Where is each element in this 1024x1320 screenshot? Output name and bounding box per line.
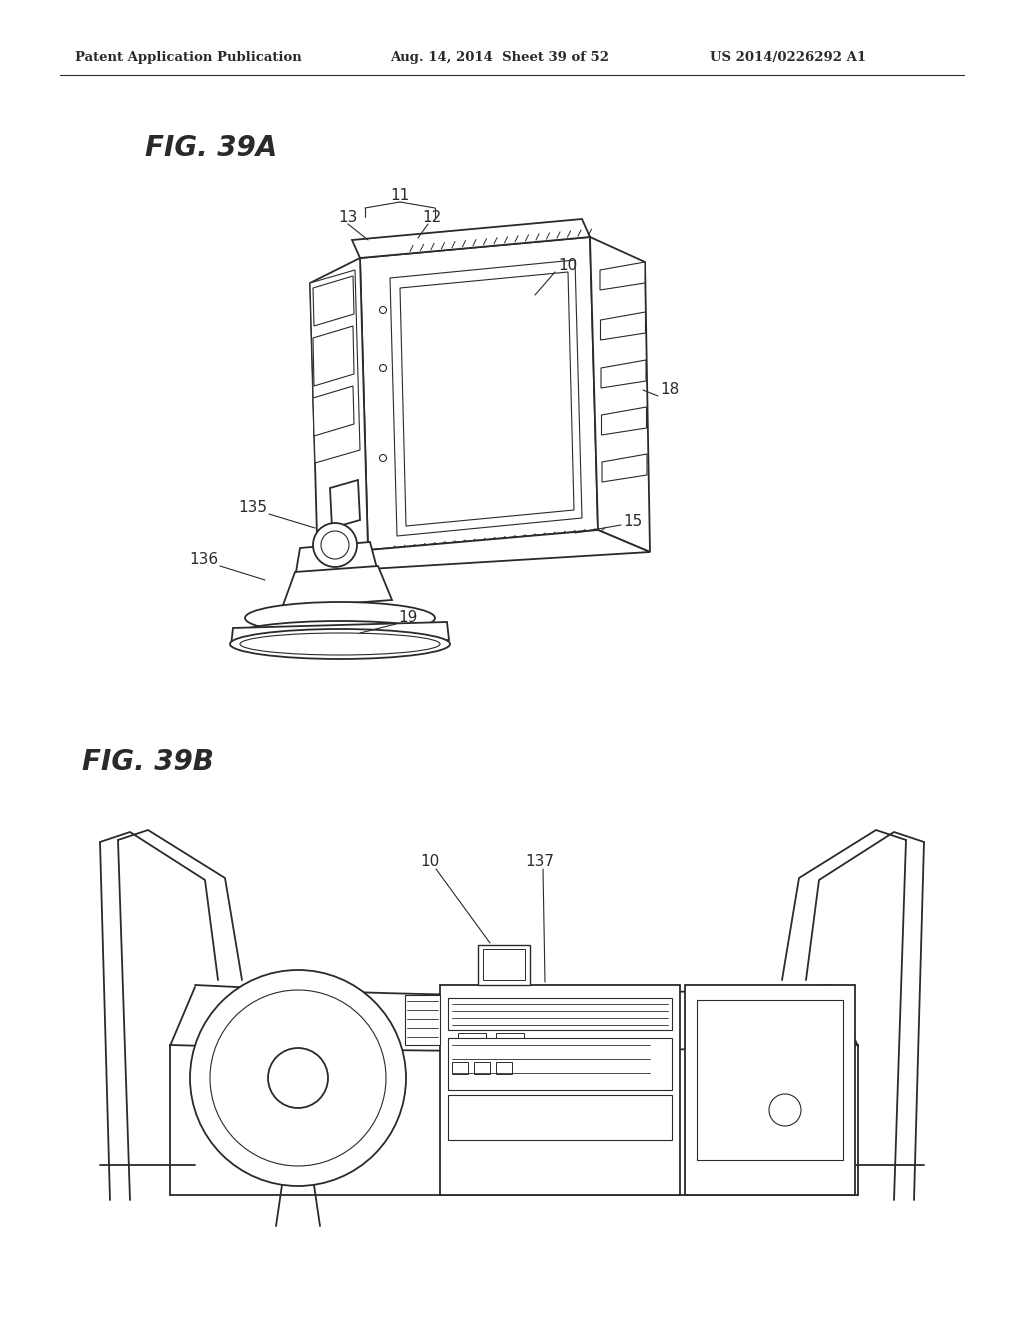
Text: 12: 12 bbox=[422, 210, 441, 226]
Text: FIG. 39A: FIG. 39A bbox=[145, 135, 278, 162]
Circle shape bbox=[210, 990, 386, 1166]
Text: 10: 10 bbox=[558, 257, 578, 272]
Polygon shape bbox=[449, 1038, 672, 1090]
Ellipse shape bbox=[230, 630, 450, 659]
Polygon shape bbox=[601, 360, 646, 388]
Polygon shape bbox=[483, 949, 525, 979]
Polygon shape bbox=[602, 454, 647, 482]
Polygon shape bbox=[295, 543, 378, 578]
Polygon shape bbox=[319, 531, 650, 572]
Polygon shape bbox=[590, 238, 650, 552]
Polygon shape bbox=[231, 622, 449, 645]
Text: FIG. 39B: FIG. 39B bbox=[82, 748, 214, 776]
Text: 18: 18 bbox=[660, 383, 679, 397]
Polygon shape bbox=[282, 566, 392, 609]
Polygon shape bbox=[360, 238, 598, 550]
Polygon shape bbox=[406, 995, 440, 1045]
Text: 136: 136 bbox=[188, 553, 218, 568]
Circle shape bbox=[380, 306, 386, 314]
Polygon shape bbox=[449, 998, 672, 1030]
Polygon shape bbox=[478, 945, 530, 985]
Circle shape bbox=[313, 523, 357, 568]
Polygon shape bbox=[600, 261, 645, 290]
Polygon shape bbox=[352, 219, 590, 257]
Polygon shape bbox=[449, 1096, 672, 1140]
Text: 135: 135 bbox=[238, 500, 267, 516]
Polygon shape bbox=[697, 1001, 843, 1160]
Circle shape bbox=[380, 454, 386, 462]
Text: Aug. 14, 2014  Sheet 39 of 52: Aug. 14, 2014 Sheet 39 of 52 bbox=[390, 51, 609, 65]
Polygon shape bbox=[313, 276, 354, 326]
Polygon shape bbox=[313, 326, 354, 385]
Polygon shape bbox=[310, 257, 368, 572]
Text: 10: 10 bbox=[421, 854, 439, 870]
Polygon shape bbox=[330, 480, 360, 528]
Text: US 2014/0226292 A1: US 2014/0226292 A1 bbox=[710, 51, 866, 65]
Polygon shape bbox=[400, 272, 574, 525]
Circle shape bbox=[268, 1048, 328, 1107]
Text: Patent Application Publication: Patent Application Publication bbox=[75, 51, 302, 65]
Ellipse shape bbox=[234, 620, 445, 649]
Polygon shape bbox=[685, 985, 855, 1195]
Text: 15: 15 bbox=[623, 515, 642, 529]
Text: 13: 13 bbox=[338, 210, 357, 226]
Ellipse shape bbox=[245, 602, 435, 634]
Polygon shape bbox=[601, 407, 646, 436]
Polygon shape bbox=[313, 385, 354, 436]
Text: 11: 11 bbox=[390, 189, 410, 203]
Polygon shape bbox=[600, 312, 645, 341]
Polygon shape bbox=[310, 271, 360, 463]
Circle shape bbox=[380, 364, 386, 371]
Text: 137: 137 bbox=[525, 854, 555, 870]
Text: 19: 19 bbox=[398, 610, 418, 626]
Polygon shape bbox=[390, 260, 582, 536]
Circle shape bbox=[190, 970, 406, 1185]
Polygon shape bbox=[440, 985, 680, 1195]
